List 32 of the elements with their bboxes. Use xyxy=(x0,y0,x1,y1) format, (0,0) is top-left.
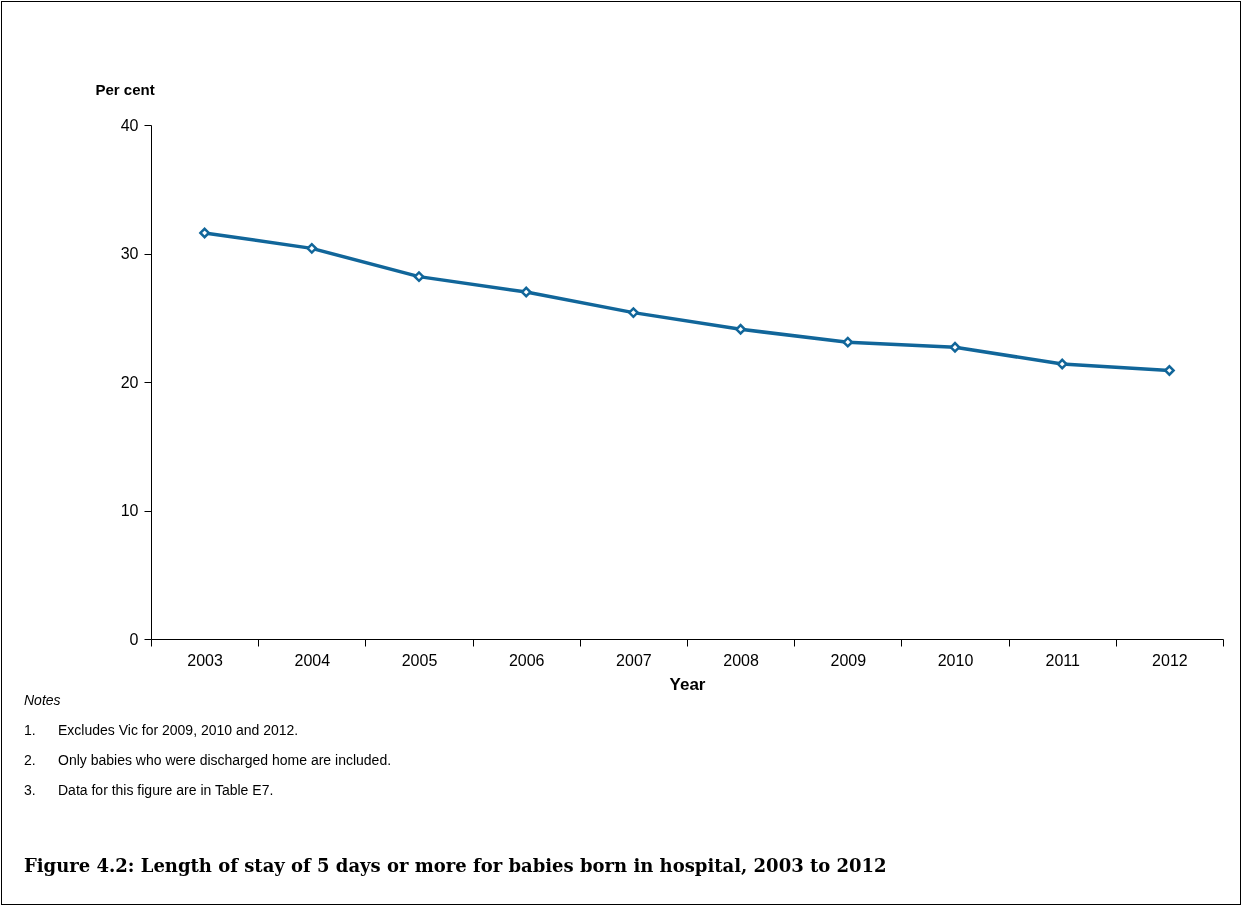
y-tick-label: 30 xyxy=(120,245,139,262)
x-tick-label: 2003 xyxy=(187,651,223,669)
x-tick-label: 2009 xyxy=(830,651,867,669)
point xyxy=(735,323,747,335)
text: 2. Only babies who were discharged home are included. xyxy=(24,752,392,768)
point xyxy=(949,341,961,353)
y-tick-label: 0 xyxy=(129,630,139,648)
x-axis-title: Year xyxy=(669,674,706,694)
point xyxy=(842,336,854,348)
x-tick-label: 2006 xyxy=(508,651,545,669)
x-tick-label: 2010 xyxy=(937,651,974,669)
point xyxy=(1056,358,1068,370)
y-tick-label: 40 xyxy=(120,116,139,134)
x-tick-label: 2005 xyxy=(401,651,438,669)
point xyxy=(413,271,425,283)
text: 3. Data for this figure are in Table E7. xyxy=(24,782,274,798)
y-tick-label: 20 xyxy=(120,373,139,391)
x-tick-label: 2004 xyxy=(294,651,331,669)
point xyxy=(520,286,532,298)
text: 1. Excludes Vic for 2009, 2010 and 2012. xyxy=(24,722,299,738)
x-tick-label: 2008 xyxy=(723,651,759,669)
y-tick-label: 10 xyxy=(120,502,139,519)
text: Notes xyxy=(24,692,62,708)
x-tick-label: 2012 xyxy=(1152,651,1188,669)
text: Figure 4.2: Length of stay of 5 days or more for babies born in hospital, 2003 to 2012 xyxy=(24,855,887,876)
x-tick-label: 2011 xyxy=(1045,651,1080,669)
point xyxy=(627,307,639,319)
point xyxy=(199,227,211,239)
y-axis-title: Per cent xyxy=(95,80,155,98)
point xyxy=(306,242,318,254)
point xyxy=(1163,365,1175,376)
x-tick-label: 2007 xyxy=(616,651,652,669)
